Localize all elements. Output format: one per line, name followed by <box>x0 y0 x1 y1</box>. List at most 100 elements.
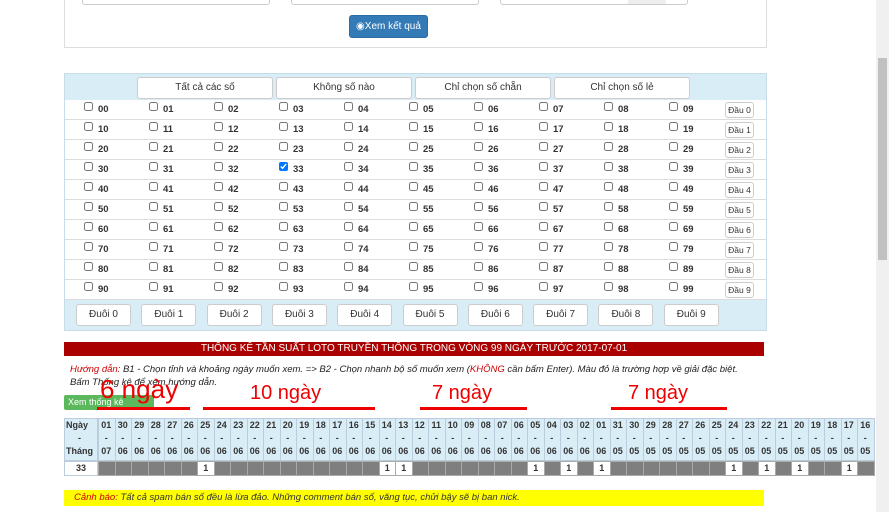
number-checkbox[interactable] <box>84 202 93 211</box>
number-checkbox[interactable] <box>344 162 353 171</box>
number-checkbox[interactable] <box>409 102 418 111</box>
number-checkbox[interactable] <box>539 222 548 231</box>
select-input[interactable] <box>82 0 270 5</box>
head-button[interactable]: Đầu 6 <box>725 222 754 238</box>
number-checkbox[interactable] <box>604 242 613 251</box>
number-checkbox[interactable] <box>669 202 678 211</box>
number-checkbox[interactable] <box>344 102 353 111</box>
number-checkbox[interactable] <box>539 102 548 111</box>
number-checkbox[interactable] <box>149 122 158 131</box>
number-checkbox[interactable] <box>409 182 418 191</box>
number-checkbox[interactable] <box>604 282 613 291</box>
quick-select-button[interactable]: Chỉ chọn số chẵn <box>415 77 551 99</box>
number-checkbox[interactable] <box>214 142 223 151</box>
number-checkbox[interactable] <box>149 142 158 151</box>
number-checkbox[interactable] <box>344 122 353 131</box>
number-checkbox[interactable] <box>409 282 418 291</box>
tail-button[interactable]: Đuôi 7 <box>533 304 589 326</box>
number-checkbox[interactable] <box>539 262 548 271</box>
number-checkbox[interactable] <box>279 162 288 171</box>
tail-button[interactable]: Đuôi 3 <box>271 304 327 326</box>
number-checkbox[interactable] <box>604 162 613 171</box>
head-button[interactable]: Đầu 5 <box>725 202 754 218</box>
number-checkbox[interactable] <box>149 102 158 111</box>
tail-button[interactable]: Đuôi 2 <box>206 304 262 326</box>
number-checkbox[interactable] <box>474 182 483 191</box>
number-checkbox[interactable] <box>84 222 93 231</box>
number-checkbox[interactable] <box>279 282 288 291</box>
head-button[interactable]: Đầu 1 <box>725 122 754 138</box>
number-checkbox[interactable] <box>604 202 613 211</box>
number-checkbox[interactable] <box>474 142 483 151</box>
number-checkbox[interactable] <box>214 162 223 171</box>
number-checkbox[interactable] <box>149 182 158 191</box>
number-checkbox[interactable] <box>279 202 288 211</box>
number-checkbox[interactable] <box>604 182 613 191</box>
number-checkbox[interactable] <box>279 262 288 271</box>
number-checkbox[interactable] <box>669 182 678 191</box>
tail-button[interactable]: Đuôi 9 <box>663 304 719 326</box>
number-checkbox[interactable] <box>279 182 288 191</box>
number-checkbox[interactable] <box>604 122 613 131</box>
number-checkbox[interactable] <box>84 182 93 191</box>
number-checkbox[interactable] <box>409 142 418 151</box>
head-button[interactable]: Đầu 3 <box>725 162 754 178</box>
number-checkbox[interactable] <box>409 262 418 271</box>
head-button[interactable]: Đầu 2 <box>725 142 754 158</box>
scroll-thumb[interactable] <box>878 58 887 260</box>
date-input[interactable] <box>291 0 479 5</box>
number-checkbox[interactable] <box>84 142 93 151</box>
number-checkbox[interactable] <box>279 242 288 251</box>
stats-button[interactable]: Xem thống kê <box>64 395 154 410</box>
number-checkbox[interactable] <box>214 242 223 251</box>
number-checkbox[interactable] <box>214 102 223 111</box>
number-checkbox[interactable] <box>214 122 223 131</box>
number-checkbox[interactable] <box>669 102 678 111</box>
tail-button[interactable]: Đuôi 8 <box>598 304 654 326</box>
number-checkbox[interactable] <box>344 222 353 231</box>
quick-select-button[interactable]: Không số nào <box>276 77 412 99</box>
number-checkbox[interactable] <box>474 102 483 111</box>
number-checkbox[interactable] <box>539 242 548 251</box>
number-checkbox[interactable] <box>214 282 223 291</box>
number-checkbox[interactable] <box>474 222 483 231</box>
number-checkbox[interactable] <box>279 142 288 151</box>
number-checkbox[interactable] <box>214 262 223 271</box>
number-checkbox[interactable] <box>604 142 613 151</box>
number-checkbox[interactable] <box>344 282 353 291</box>
number-checkbox[interactable] <box>474 202 483 211</box>
tail-button[interactable]: Đuôi 6 <box>467 304 523 326</box>
number-checkbox[interactable] <box>84 242 93 251</box>
number-checkbox[interactable] <box>344 182 353 191</box>
number-checkbox[interactable] <box>84 162 93 171</box>
number-checkbox[interactable] <box>214 202 223 211</box>
number-checkbox[interactable] <box>214 222 223 231</box>
number-checkbox[interactable] <box>149 162 158 171</box>
number-checkbox[interactable] <box>149 222 158 231</box>
number-checkbox[interactable] <box>149 282 158 291</box>
number-checkbox[interactable] <box>409 222 418 231</box>
number-checkbox[interactable] <box>474 282 483 291</box>
quick-select-button[interactable]: Chỉ chọn số lẻ <box>554 77 690 99</box>
tail-button[interactable]: Đuôi 0 <box>76 304 131 326</box>
number-checkbox[interactable] <box>84 122 93 131</box>
number-checkbox[interactable] <box>669 222 678 231</box>
number-checkbox[interactable] <box>149 242 158 251</box>
head-button[interactable]: Đầu 0 <box>725 102 754 118</box>
tail-button[interactable]: Đuôi 1 <box>141 304 197 326</box>
number-checkbox[interactable] <box>84 262 93 271</box>
number-checkbox[interactable] <box>409 162 418 171</box>
number-checkbox[interactable] <box>149 202 158 211</box>
number-checkbox[interactable] <box>149 262 158 271</box>
number-checkbox[interactable] <box>539 122 548 131</box>
number-checkbox[interactable] <box>474 262 483 271</box>
number-checkbox[interactable] <box>474 242 483 251</box>
head-button[interactable]: Đầu 9 <box>725 282 754 298</box>
number-checkbox[interactable] <box>344 262 353 271</box>
number-checkbox[interactable] <box>279 102 288 111</box>
submit-button[interactable]: ◉Xem kết quả <box>349 15 428 38</box>
number-checkbox[interactable] <box>344 242 353 251</box>
number-checkbox[interactable] <box>409 202 418 211</box>
head-button[interactable]: Đầu 4 <box>725 182 754 198</box>
number-checkbox[interactable] <box>669 162 678 171</box>
